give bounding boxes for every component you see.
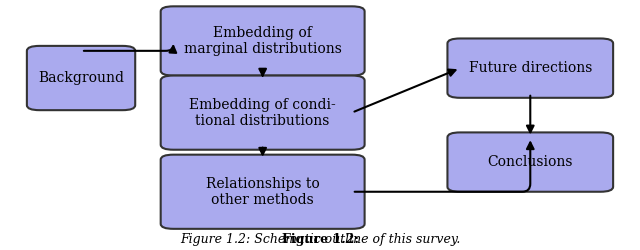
FancyBboxPatch shape xyxy=(161,76,365,150)
Text: Figure 1.2: Schematic outline of this survey.: Figure 1.2: Schematic outline of this su… xyxy=(180,233,460,246)
Text: Embedding of
marginal distributions: Embedding of marginal distributions xyxy=(184,26,342,56)
Text: Embedding of condi-
tional distributions: Embedding of condi- tional distributions xyxy=(189,98,336,128)
FancyBboxPatch shape xyxy=(161,6,365,75)
FancyBboxPatch shape xyxy=(447,132,613,192)
FancyBboxPatch shape xyxy=(447,38,613,98)
Text: Conclusions: Conclusions xyxy=(488,155,573,169)
Text: Relationships to
other methods: Relationships to other methods xyxy=(206,177,319,207)
Text: Background: Background xyxy=(38,71,124,85)
FancyBboxPatch shape xyxy=(161,155,365,229)
Text: Figure 1.2:: Figure 1.2: xyxy=(282,233,358,246)
FancyBboxPatch shape xyxy=(27,46,135,110)
Text: Future directions: Future directions xyxy=(468,61,592,75)
